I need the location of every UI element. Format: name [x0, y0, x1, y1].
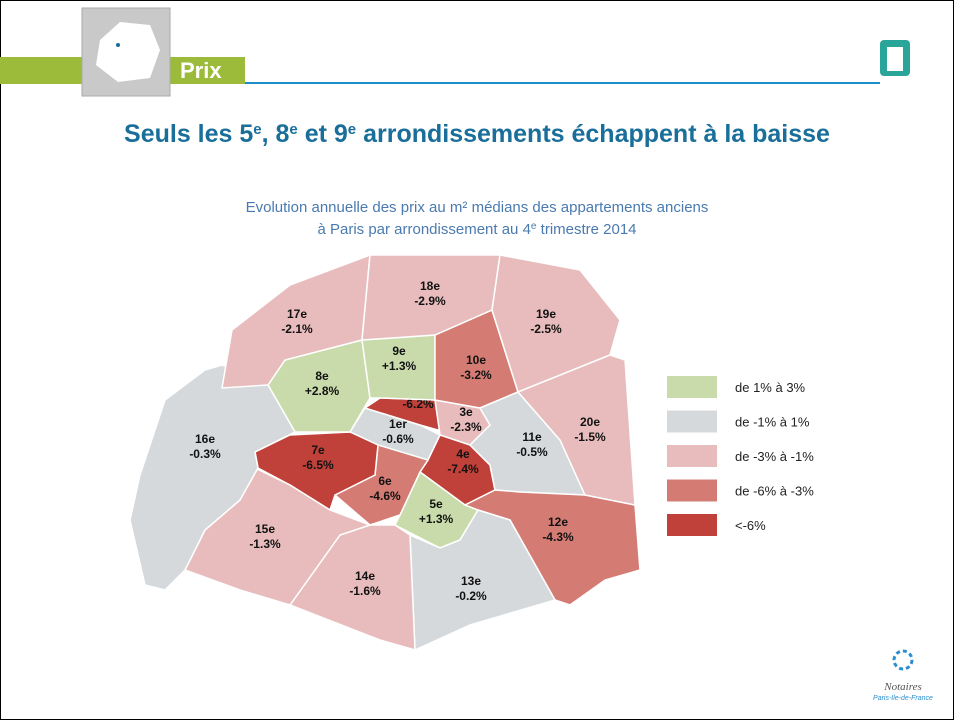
district-label: 7e -6.5%: [302, 443, 334, 472]
text-part: , 8: [262, 120, 290, 148]
district-label: 9e +1.3%: [382, 344, 417, 373]
district-label: 16e -0.3%: [189, 432, 221, 461]
legend-swatch: [667, 445, 717, 467]
district-name: 1er: [389, 417, 407, 431]
building-icon-inner: [887, 47, 903, 71]
district-label: 13e -0.2%: [455, 574, 487, 603]
text-part: arrondissements échappent à la baisse: [356, 120, 830, 148]
logo-name: Notaires: [883, 681, 922, 693]
district-change: -2.3%: [450, 420, 482, 434]
district-name: 5e: [429, 497, 443, 511]
district-name: 6e: [378, 474, 392, 488]
district-name: 19e: [536, 307, 556, 321]
district-label: 5e +1.3%: [419, 497, 454, 526]
logo: Notaires Paris-Ile-de-France: [873, 649, 933, 702]
district-name: 20e: [580, 415, 600, 429]
district-change: +1.3%: [382, 359, 417, 373]
district-change: -6.5%: [302, 458, 334, 472]
district-label: 10e -3.2%: [460, 353, 492, 382]
district-label: 12e -4.3%: [542, 515, 574, 544]
district-name: 13e: [461, 574, 481, 588]
district-label: 8e +2.8%: [305, 369, 340, 398]
district-label: 15e -1.3%: [249, 522, 281, 551]
district-change: -1.6%: [349, 584, 381, 598]
logo-region: Paris-Ile-de-France: [873, 695, 933, 702]
district-change: -1.3%: [249, 537, 281, 551]
district-name: 3e: [459, 405, 473, 419]
district-label: 6e -4.6%: [369, 474, 401, 503]
district-name: 18e: [420, 279, 440, 293]
district-change: -3.2%: [460, 368, 492, 382]
district-name: 10e: [466, 353, 486, 367]
district-change: -0.5%: [516, 445, 548, 459]
title: Seuls les 5e, 8e et 9e arrondissements é…: [124, 120, 830, 148]
district-name: 14e: [355, 569, 375, 583]
district-label: 20e -1.5%: [574, 415, 606, 444]
map: 1er-0.6%2e-6.2%3e-2.3%4e-7.4%5e+1.3%6e-4…: [129, 253, 641, 652]
superscript: e: [531, 221, 537, 232]
district-label: 18e -2.9%: [414, 279, 446, 308]
district-label: 11e -0.5%: [516, 430, 548, 459]
district-name: 17e: [287, 307, 307, 321]
subtitle-line: à Paris par arrondissement au 4e trimest…: [317, 221, 636, 239]
district-change: -7.4%: [447, 462, 479, 476]
district-change: +1.3%: [419, 512, 454, 526]
subtitle-line: Evolution annuelle des prix au m² médian…: [246, 199, 709, 216]
text-part: trimestre 2014: [536, 221, 636, 238]
district-change: -6.2%: [402, 397, 434, 411]
district: [409, 509, 557, 652]
logo-mark: [892, 649, 914, 671]
legend-swatch: [667, 514, 717, 536]
map-icon: [96, 22, 160, 82]
superscript: e: [253, 121, 261, 138]
map-icon-dot: [116, 43, 120, 47]
legend-swatch: [667, 376, 717, 398]
legend-label: <-6%: [735, 518, 766, 533]
superscript: e: [348, 121, 356, 138]
district: [129, 364, 297, 591]
district-change: -0.6%: [382, 432, 414, 446]
district: [361, 254, 501, 341]
legend-label: de -6% à -3%: [735, 484, 814, 499]
district-name: 16e: [195, 432, 215, 446]
district-label: 14e -1.6%: [349, 569, 381, 598]
legend-swatch: [667, 479, 717, 502]
superscript: e: [289, 121, 297, 138]
text-part: Seuls les 5: [124, 120, 253, 148]
district-label: 3e -2.3%: [450, 405, 482, 434]
district-change: +2.8%: [305, 384, 340, 398]
district-name: 12e: [548, 515, 568, 529]
district-label: 1er -0.6%: [382, 417, 414, 446]
legend-label: de -3% à -1%: [735, 449, 814, 464]
district-name: 7e: [311, 443, 325, 457]
district-change: -4.6%: [369, 489, 401, 503]
district-name: 8e: [315, 369, 329, 383]
section-label: Prix: [180, 58, 222, 83]
district-change: -2.1%: [281, 322, 313, 336]
district-label: 4e -7.4%: [447, 447, 479, 476]
district-change: -0.3%: [189, 447, 221, 461]
district-change: -4.3%: [542, 530, 574, 544]
district-change: -2.9%: [414, 294, 446, 308]
district-change: -1.5%: [574, 430, 606, 444]
district-change: -0.2%: [455, 589, 487, 603]
district-name: 4e: [456, 447, 470, 461]
district: [333, 444, 430, 526]
legend-label: de 1% à 3%: [735, 380, 806, 395]
legend-label: de -1% à 1%: [735, 415, 810, 430]
district: [516, 354, 636, 506]
district-name: 15e: [255, 522, 275, 536]
legend: de 1% à 3% de -1% à 1% de -3% à -1% de -6% …: [667, 376, 814, 536]
legend-swatch: [667, 410, 717, 433]
district-name: 11e: [522, 430, 542, 444]
text-part: à Paris par arrondissement au 4: [317, 221, 530, 238]
district-change: -2.5%: [530, 322, 562, 336]
district-name: 9e: [392, 344, 406, 358]
district-label: 19e -2.5%: [530, 307, 562, 336]
text-part: et 9: [298, 120, 348, 148]
district-label: 17e -2.1%: [281, 307, 313, 336]
